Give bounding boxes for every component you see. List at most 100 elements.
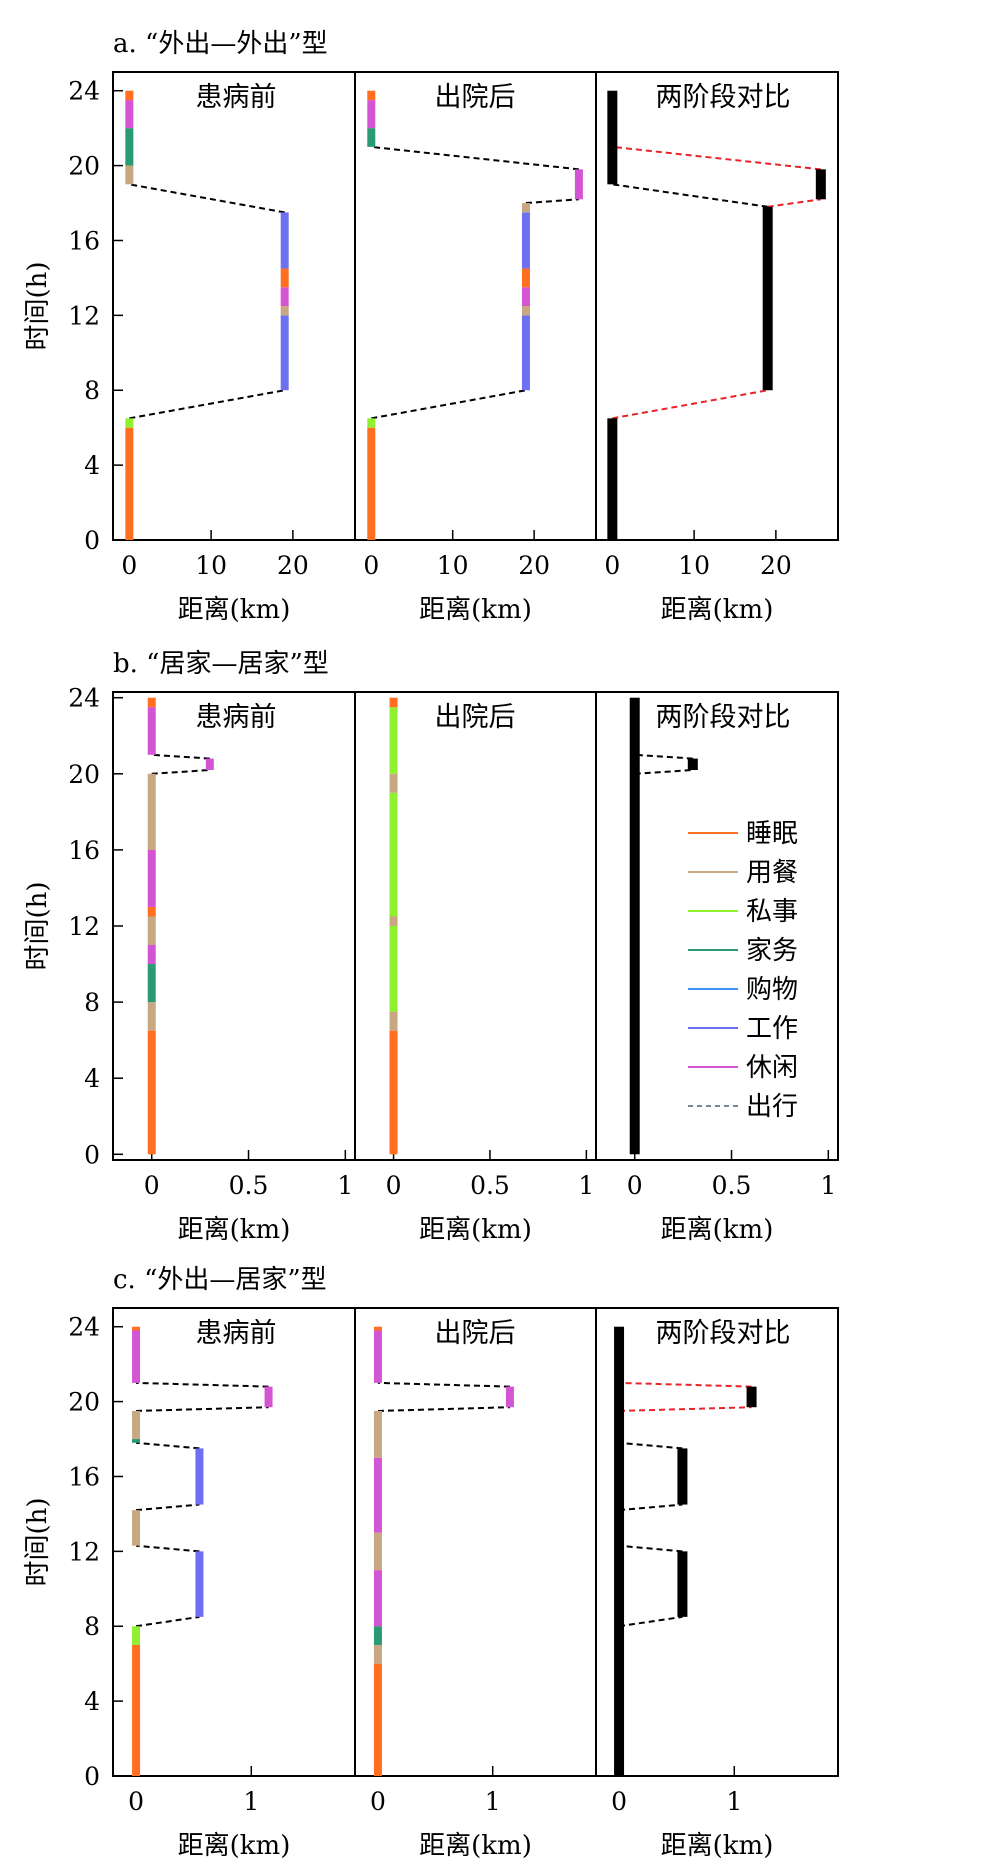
activity-segment-housework [373, 1626, 382, 1645]
panel-title: 患病前 [196, 82, 277, 113]
y-tick-label: 12 [68, 301, 100, 330]
activity-segment-work [280, 315, 289, 391]
x-tick-label: 0 [611, 1787, 627, 1816]
x-tick-label: 1 [578, 1171, 594, 1200]
y-tick-label: 12 [68, 1537, 100, 1566]
panel-2: 出院后 0 1 距离(km) [354, 1307, 597, 1861]
activity-segment-sleep [125, 90, 134, 101]
activity-segment-work [521, 315, 530, 391]
trip-line [371, 145, 580, 171]
activity-segment-sleep [147, 906, 156, 917]
activity-segment-meal [521, 306, 530, 316]
activity-segment-work [280, 212, 289, 269]
activity-segment-sleep [367, 90, 376, 101]
y-tick-label: 8 [84, 1612, 100, 1641]
x-axis-label: 距离(km) [419, 1831, 532, 1861]
trip-line [618, 1441, 683, 1450]
x-tick-label: 0 [386, 1171, 402, 1200]
chart-a: a. “外出—外出”型时间(h) 0 4 8 12 16 20 24 患病前 0 10 20 距离(km… [23, 29, 839, 625]
chart-title: a. “外出—外出”型 [113, 29, 328, 59]
activity-segment-leisure [373, 1457, 382, 1533]
activity-segment-sleep [389, 697, 398, 708]
panel-title: 患病前 [196, 1318, 277, 1349]
panel-2: 出院后 0 0.5 1 距离(km) [354, 691, 597, 1245]
y-tick-label: 16 [68, 226, 100, 255]
chart-title: b. “居家—居家”型 [113, 649, 329, 679]
activity-segment-sleep [521, 268, 530, 288]
y-tick-label: 0 [84, 1140, 100, 1169]
activity-segment-leisure [373, 1570, 382, 1627]
trip-line [612, 183, 768, 208]
trip-line [619, 1406, 752, 1412]
activity-segment-meal [389, 916, 398, 926]
trip-line [767, 198, 821, 208]
activity-segment-leisure [147, 707, 156, 755]
x-tick-label: 0 [627, 1171, 643, 1200]
activity-segment-sleep [280, 268, 289, 288]
activity-segment-personal [389, 792, 398, 917]
x-tick-label: 0.5 [229, 1171, 269, 1200]
activity-segment-sleep [373, 1326, 382, 1331]
trip-line [377, 1406, 510, 1412]
panel-title: 出院后 [435, 82, 516, 113]
trip-line [618, 1503, 683, 1512]
activity-segment-work [521, 212, 530, 269]
legend-item-sleep: 睡眠 [688, 819, 798, 849]
trip-line [136, 1406, 269, 1412]
activity-segment-comparison [746, 1386, 757, 1408]
activity-segment-comparison [762, 206, 773, 391]
x-tick-label: 0 [144, 1171, 160, 1200]
activity-segment-personal [389, 707, 398, 774]
x-axis-label: 距离(km) [178, 1831, 291, 1861]
activity-segment-meal [147, 773, 156, 850]
activity-segment-sleep [147, 1030, 156, 1155]
activity-segment-meal [373, 1532, 382, 1571]
y-tick-label: 4 [84, 451, 100, 480]
activity-segment-sleep [125, 427, 134, 540]
activity-segment-meal [132, 1410, 141, 1440]
x-tick-label: 0.5 [712, 1171, 752, 1200]
activity-segment-comparison [607, 90, 618, 185]
y-tick-label: 24 [68, 77, 100, 106]
panel-3: 两阶段对比 0 10 20 距离(km) [595, 71, 839, 625]
x-tick-label: 1 [726, 1787, 742, 1816]
legend-item-meal: 用餐 [688, 858, 798, 888]
panel-title: 两阶段对比 [656, 1318, 791, 1349]
activity-segment-personal [132, 1626, 141, 1645]
y-tick-label: 20 [68, 1388, 100, 1417]
activity-segment-meal [389, 773, 398, 793]
activity-segment-meal [132, 1510, 141, 1546]
activity-segment-work [195, 1448, 204, 1505]
activity-segment-meal [373, 1410, 382, 1458]
x-tick-label: 0 [604, 551, 620, 580]
panel-3: 两阶段对比 0 0.5 1 距离(km) [595, 691, 839, 1245]
legend-label: 购物 [746, 975, 798, 1005]
trip-line [377, 1381, 510, 1388]
trip-line [135, 1441, 200, 1450]
panel-2: 出院后 0 10 20 距离(km) [354, 71, 597, 625]
trip-line [612, 145, 821, 171]
x-axis-label: 距离(km) [178, 595, 291, 625]
legend-label: 家务 [746, 936, 798, 966]
panel-title: 两阶段对比 [656, 82, 791, 113]
legend-label: 出行 [746, 1092, 798, 1122]
activity-segment-work [195, 1551, 204, 1617]
panel-title: 患病前 [196, 702, 277, 733]
legend-label: 睡眠 [746, 819, 798, 849]
x-tick-label: 1 [820, 1171, 836, 1200]
legend-item-travel: 出行 [688, 1092, 798, 1122]
y-tick-label: 4 [84, 1064, 100, 1093]
legend-item-leisure: 休闲 [688, 1053, 798, 1083]
y-tick-label: 20 [68, 760, 100, 789]
x-tick-label: 1 [485, 1787, 501, 1816]
x-tick-label: 0 [121, 551, 137, 580]
activity-segment-leisure [280, 287, 289, 306]
legend-item-housework: 家务 [688, 936, 798, 966]
legend-item-personal: 私事 [688, 897, 798, 927]
panel-title: 出院后 [435, 1318, 516, 1349]
panel-frame [595, 71, 839, 541]
activity-segment-leisure [147, 945, 156, 965]
